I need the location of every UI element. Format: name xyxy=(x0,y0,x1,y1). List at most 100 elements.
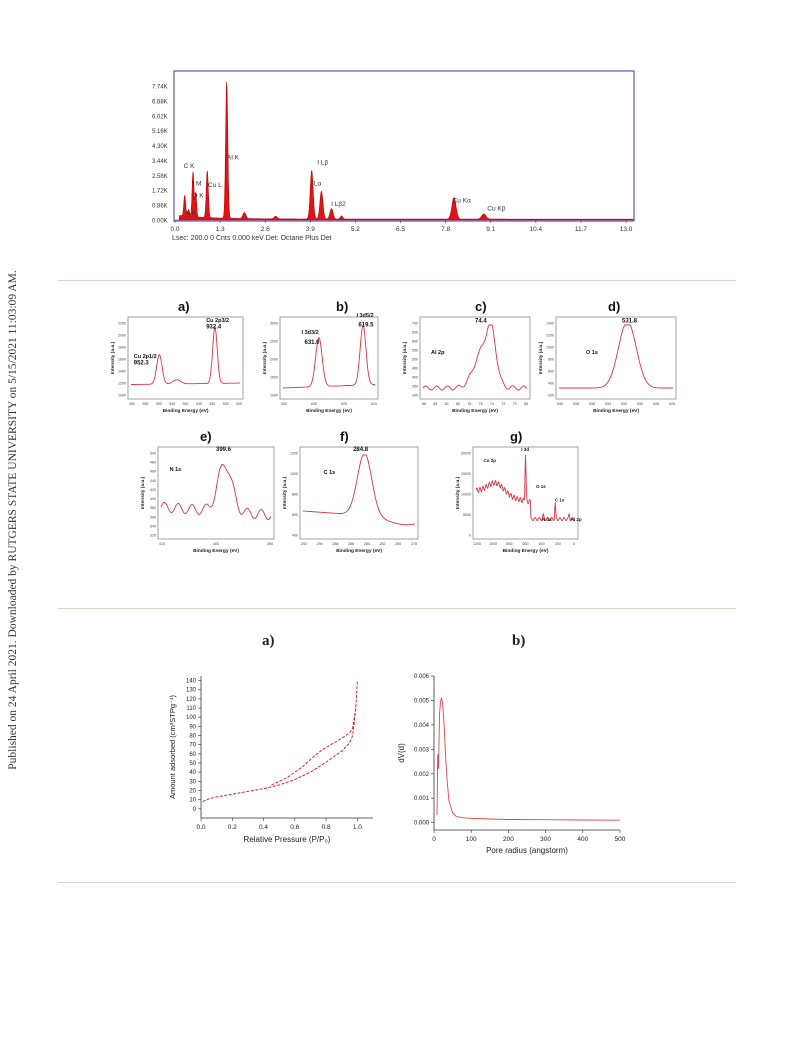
xps-x-tick: 200 xyxy=(555,542,561,546)
xps-peak-annotation: C 1s xyxy=(324,470,336,476)
xps-y-tick: 340 xyxy=(150,524,156,528)
xps-panel-letter: d) xyxy=(608,299,620,314)
xps-x-tick: 290 xyxy=(317,542,323,546)
xps-y-tick: 15000 xyxy=(461,472,471,476)
xps-panel: e) 320 340 360 380 400 420 440 460 480 500 410 400 39… xyxy=(140,429,275,554)
eds-x-tick: 10.4 xyxy=(530,226,543,233)
xps-peak-annotation: Al 2p xyxy=(571,517,582,522)
xps-y-tick: 800 xyxy=(548,358,554,362)
xps-peak-annotation: I 3d3/2 xyxy=(302,330,319,336)
xps-y-tick: 380 xyxy=(150,506,156,510)
xps-x-tick: 620 xyxy=(341,402,347,406)
xps-y-tick: 480 xyxy=(150,461,156,465)
eds-x-tick: 9.1 xyxy=(486,226,495,233)
xps-curve xyxy=(475,454,576,522)
xps-x-tick: 640 xyxy=(281,402,287,406)
iso-series-line xyxy=(202,680,358,802)
iso-y-tick: 10 xyxy=(189,798,196,804)
pore-y-tick: 0.006 xyxy=(414,674,430,680)
eds-peak-label: I M xyxy=(192,180,201,187)
pore-x-tick: 300 xyxy=(540,836,551,843)
xps-y-tick: 440 xyxy=(150,479,156,483)
xps-peak-annotation: N 1s xyxy=(170,467,182,473)
xps-x-tick: 282 xyxy=(380,542,386,546)
pore-y-tick: 0.005 xyxy=(414,698,430,704)
eds-x-tick: 13.0 xyxy=(620,226,633,233)
xps-x-tick: 538 xyxy=(573,402,579,406)
xps-y-label: Intensity (a.u.) xyxy=(140,476,146,509)
xps-y-tick: 400 xyxy=(548,382,554,386)
iso-y-tick: 90 xyxy=(189,724,196,730)
eds-y-tick: 6.02K xyxy=(152,114,168,120)
eds-y-tick: 2.58K xyxy=(152,174,168,180)
iso-y-tick: 50 xyxy=(189,761,196,767)
xps-x-tick: 84 xyxy=(433,402,437,406)
pore-series-line xyxy=(436,696,621,821)
xps-panel-letter: e) xyxy=(200,429,212,444)
xps-x-label: Binding Energy (eV) xyxy=(503,548,549,554)
xps-plot-frame xyxy=(157,446,275,540)
xps-peak-annotation: I 3d5/2 xyxy=(356,313,373,319)
xps-x-tick: 940 xyxy=(183,402,189,406)
iso-y-tick: 100 xyxy=(186,715,197,721)
xps-x-tick: 70 xyxy=(513,402,517,406)
xps-panel: b) 1000 1500 2000 2500 3000 640 630 620 610 Bindin… xyxy=(262,299,379,414)
xps-x-label: Binding Energy (eV) xyxy=(163,408,209,414)
xps-y-label: Intensity (a.u.) xyxy=(402,341,408,374)
xps-y-tick: 1500 xyxy=(270,376,278,380)
xps-x-tick: 80 xyxy=(456,402,460,406)
xps-peak-annotation: 952.3 xyxy=(134,360,150,366)
xps-x-tick: 390 xyxy=(267,542,273,546)
xps-y-label: Intensity (a.u.) xyxy=(262,341,268,374)
xps-curve xyxy=(160,464,272,521)
pore-x-tick: 400 xyxy=(577,836,588,843)
isotherm-figure: 0 10 20 30 40 50 60 70 80 90 100 110 120 130 140 0.0 0.2… xyxy=(165,668,385,863)
xps-y-tick: 2200 xyxy=(118,322,126,326)
xps-y-tick: 2500 xyxy=(270,340,278,344)
iso-y-tick: 140 xyxy=(186,679,197,685)
xps-y-tick: 800 xyxy=(292,493,298,497)
xps-curve xyxy=(283,324,375,389)
xps-x-tick: 528 xyxy=(653,402,659,406)
iso-x-tick: 0.8 xyxy=(322,824,331,831)
pore-y-tick: 0.000 xyxy=(414,821,430,827)
iso-x-label: Relative Pressure (P/P₀) xyxy=(244,835,331,844)
eds-y-tick: 0.86K xyxy=(152,204,168,210)
iso-y-label: Amount adsorbed (cm³STPg⁻¹) xyxy=(168,695,177,799)
xps-x-tick: 1000 xyxy=(489,542,497,546)
xps-x-tick: 800 xyxy=(506,542,512,546)
pore-y-tick: 0.001 xyxy=(414,796,430,802)
xps-x-tick: 76 xyxy=(479,402,483,406)
xps-y-tick: 300 xyxy=(412,394,418,398)
pore-y-tick: 0.003 xyxy=(414,747,430,753)
eds-x-tick: 6.5 xyxy=(396,226,405,233)
xps-y-tick: 600 xyxy=(412,340,418,344)
xps-peak-annotation: 932.4 xyxy=(206,324,222,330)
xps-x-tick: 0 xyxy=(573,542,575,546)
xps-y-tick: 350 xyxy=(412,385,418,389)
xps-peak-annotation: Cu 2p1/2 xyxy=(134,354,157,360)
xps-y-tick: 1600 xyxy=(118,358,126,362)
xps-peak-annotation: 399.6 xyxy=(216,447,232,453)
xps-y-tick: 600 xyxy=(548,370,554,374)
eds-peak-label: I Lβ xyxy=(317,160,328,167)
iso-y-tick: 110 xyxy=(186,706,196,712)
xps-y-tick: 460 xyxy=(150,470,156,474)
xps-plot-frame xyxy=(299,446,419,540)
xps-y-label: Intensity (a.u.) xyxy=(110,341,116,374)
xps-plot-frame xyxy=(555,316,677,400)
xps-x-label: Binding Energy (eV) xyxy=(193,548,239,554)
xps-x-tick: 280 xyxy=(395,542,401,546)
xps-x-tick: 960 xyxy=(129,402,135,406)
pore-distribution-chart: 0.000 0.001 0.002 0.003 0.004 0.005 0.006 0 100 2… xyxy=(397,674,626,855)
xps-curve xyxy=(131,326,240,385)
xps-panel: d) 200 400 600 800 1000 1200 1400 540 538 536 534 53… xyxy=(538,299,677,414)
xps-plot-frame xyxy=(472,446,579,540)
xps-y-tick: 360 xyxy=(150,515,156,519)
xps-curve xyxy=(303,454,416,526)
xps-y-tick: 10000 xyxy=(461,493,471,497)
xps-x-tick: 935 xyxy=(196,402,202,406)
iso-y-tick: 0 xyxy=(193,807,197,813)
xps-x-tick: 400 xyxy=(213,542,219,546)
xps-figure: a) 1000 1200 1400 1600 1800 2000 2200 960 955 950 9… xyxy=(108,295,698,585)
